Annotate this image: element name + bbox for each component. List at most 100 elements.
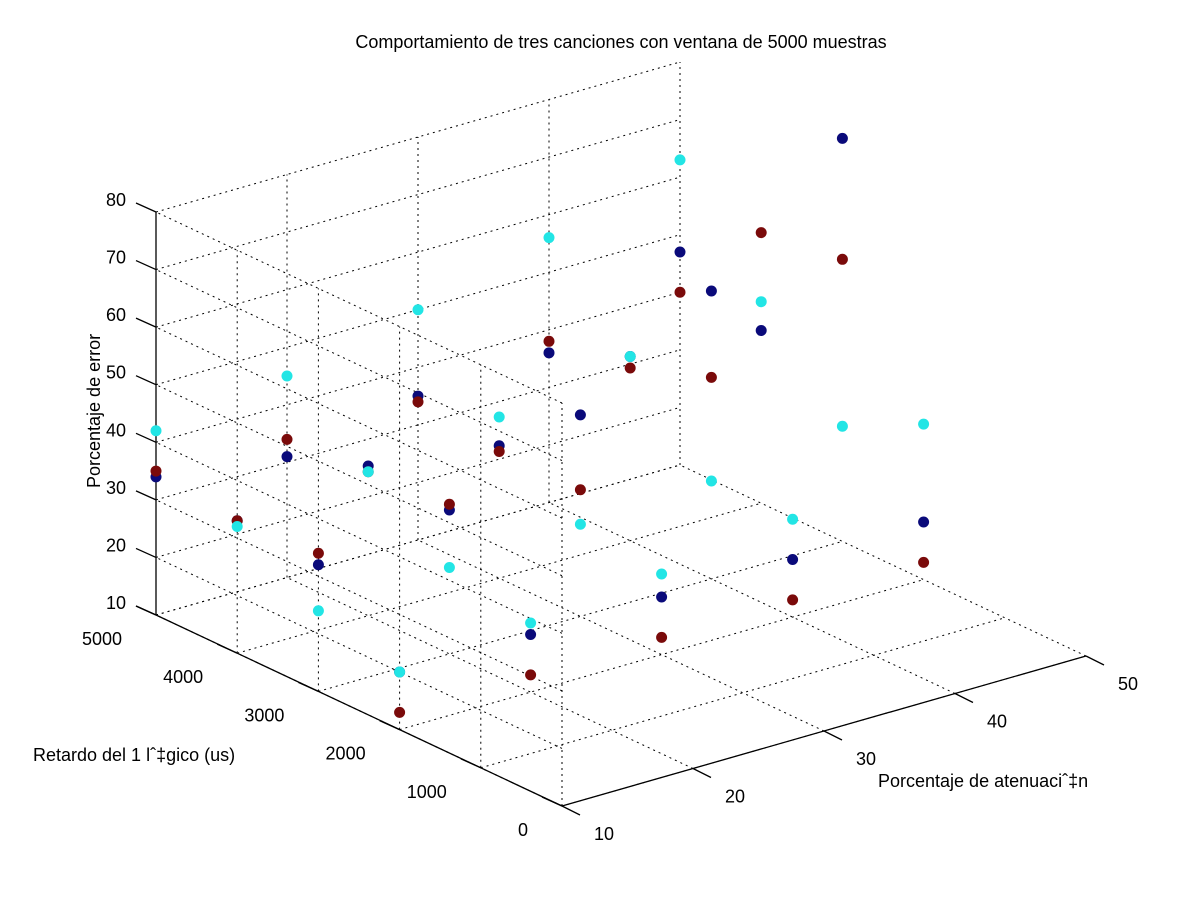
y-tick-label: 2000 — [326, 744, 366, 764]
wall-grid-line — [155, 384, 563, 577]
floor-grid-line — [399, 579, 924, 731]
z-tick-label: 60 — [106, 305, 126, 325]
floor-grid-line — [286, 577, 694, 769]
z-tick-label: 10 — [106, 593, 126, 613]
series-2-point — [543, 335, 555, 347]
y-axis-line — [155, 614, 563, 807]
wall-grid-line — [155, 211, 563, 404]
x-tick-label: 20 — [725, 787, 745, 807]
x-tick-label: 30 — [856, 749, 876, 769]
grid-layer — [155, 61, 1087, 807]
series-1-point — [755, 324, 767, 336]
ticks-layer: 10 20 30 40 50 0 1000 2000 3000 4000 5000 10 20 30 40 5… — [82, 190, 1138, 844]
wall-grid-line — [155, 464, 681, 616]
z-axis-label: Porcentaje de error — [84, 334, 104, 488]
series-3-point — [281, 370, 293, 382]
series-1-point — [281, 451, 293, 463]
wall-grid-line — [155, 406, 681, 558]
series-2-point — [918, 556, 930, 568]
x-tick-label: 50 — [1118, 674, 1138, 694]
series-3-point — [918, 418, 930, 430]
series-1-point — [543, 347, 555, 359]
series-3-point — [493, 411, 505, 423]
series-2-point — [443, 498, 455, 510]
series-2-point — [281, 433, 293, 445]
series-2-point — [493, 446, 505, 458]
wall-grid-line — [155, 269, 563, 462]
x-axis-label: Porcentaje de atenuaciˆ‡n — [878, 771, 1088, 791]
series-2-point — [412, 396, 424, 408]
series-1-point — [674, 246, 686, 258]
series-2-point — [787, 594, 799, 606]
series-2-point — [394, 706, 406, 718]
series-2-point — [624, 362, 636, 374]
series-3-point — [443, 562, 455, 574]
z-tick-mark — [135, 259, 157, 271]
series-3-point — [362, 466, 374, 478]
z-tick-label: 40 — [106, 420, 126, 440]
series-1-point — [525, 629, 537, 641]
series-1-point — [656, 591, 668, 603]
y-tick-mark — [216, 643, 238, 654]
y-tick-mark — [298, 681, 319, 692]
floor-grid-line — [480, 617, 1005, 769]
z-tick-mark — [135, 547, 157, 559]
z-tick-mark — [135, 375, 157, 386]
series-2-point — [574, 484, 586, 496]
x-tick-label: 40 — [987, 712, 1007, 732]
wall-grid-line — [155, 326, 563, 519]
series-1-point — [705, 285, 717, 297]
y-tick-mark — [460, 758, 482, 769]
series-2-point — [312, 547, 324, 559]
series-3-point — [231, 521, 243, 533]
wall-grid-line — [155, 556, 563, 749]
y-tick-label: 4000 — [163, 667, 203, 687]
wall-grid-line — [155, 176, 681, 328]
z-tick-label: 80 — [106, 190, 126, 210]
z-tick-mark — [135, 605, 157, 616]
series-1-point — [312, 559, 324, 571]
series-1-point — [918, 516, 930, 528]
y-tick-mark — [379, 720, 400, 731]
z-tick-label: 30 — [106, 478, 126, 498]
y-tick-label: 0 — [518, 820, 528, 840]
x-tick-mark — [1085, 655, 1105, 666]
series-3-point — [150, 425, 162, 437]
wall-grid-line — [155, 61, 681, 213]
z-tick-mark — [135, 202, 157, 213]
series-3-point — [574, 518, 586, 530]
series-1-point — [836, 132, 848, 144]
series-3-point — [312, 605, 324, 617]
z-tick-mark — [135, 490, 157, 501]
y-axis-label: Retardo del 1 lˆ‡gico (us) — [33, 745, 235, 765]
y-tick-mark — [541, 796, 563, 807]
series-3-point — [412, 304, 424, 316]
series-2-point — [755, 227, 767, 239]
series-3-point — [543, 232, 555, 244]
y-tick-label: 1000 — [407, 782, 447, 802]
series-2-point — [656, 631, 668, 643]
z-tick-label: 50 — [106, 363, 126, 383]
series-1-point — [787, 554, 799, 566]
axes-layer — [155, 212, 1087, 807]
series-2-point — [705, 371, 717, 383]
floor-grid-line — [548, 502, 956, 694]
x-tick-mark — [954, 692, 974, 704]
wall-grid-line — [155, 291, 681, 443]
series-2-point — [150, 465, 162, 477]
floor-grid-line — [417, 539, 825, 732]
series-3-point — [755, 296, 767, 308]
series-3-point — [787, 513, 799, 525]
series-1-point — [574, 409, 586, 421]
series-2-point — [525, 669, 537, 681]
chart-title: Comportamiento de tres canciones con ven… — [355, 32, 886, 52]
series-2-point — [836, 253, 848, 265]
z-tick-label: 70 — [106, 248, 126, 268]
series-3-point — [836, 420, 848, 432]
series-3-point — [705, 475, 717, 487]
x-tick-mark — [561, 805, 581, 816]
series-3-point — [624, 350, 636, 362]
series-3-point — [394, 666, 406, 678]
x-tick-label: 10 — [594, 824, 614, 844]
